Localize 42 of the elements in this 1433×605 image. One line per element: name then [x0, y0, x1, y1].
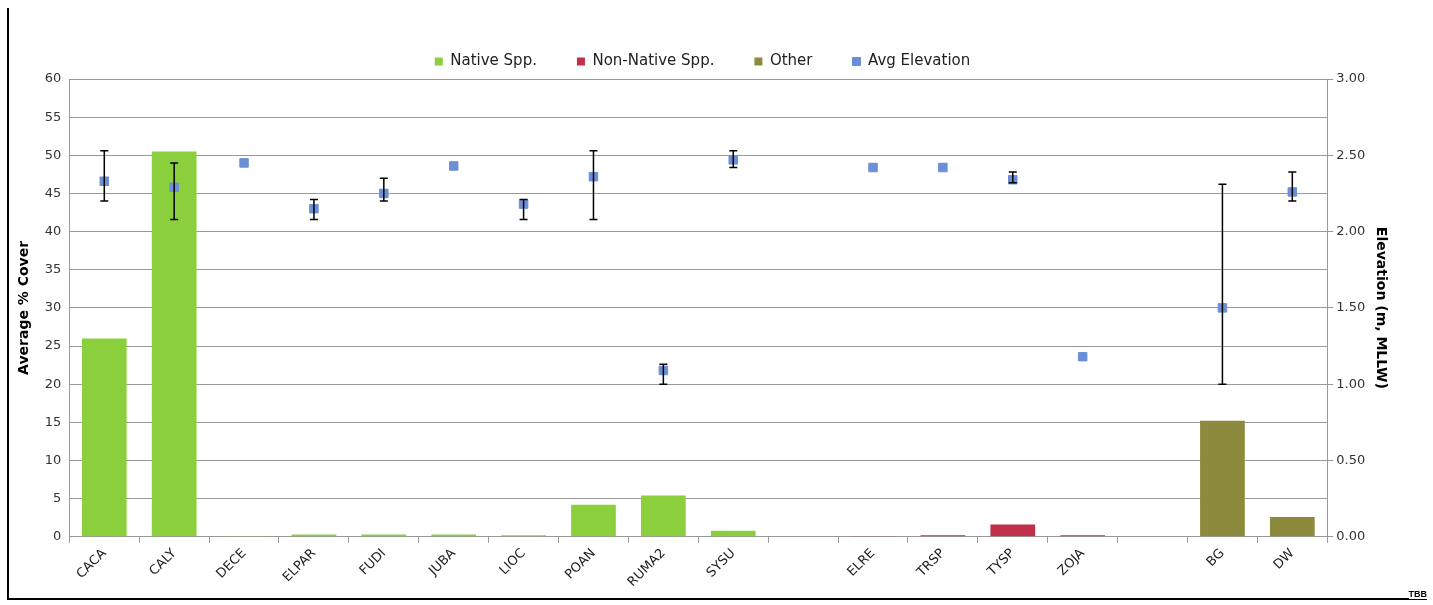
y2-tick-label: 3.00 [1336, 70, 1366, 86]
legend-label: Other [769, 51, 814, 70]
y-axis-title: Average % Cover [15, 240, 32, 375]
point [239, 158, 249, 168]
legend-label: Avg Elevation [868, 51, 971, 70]
y-tick-label: 25 [44, 337, 62, 353]
y-tick-label: 50 [44, 146, 62, 162]
point [868, 162, 878, 173]
y-tick-label: 0 [53, 528, 62, 544]
y-tick-label: 10 [44, 451, 62, 467]
y2-tick-label: 1.00 [1336, 375, 1366, 391]
x-tick-label: BG [1203, 545, 1227, 570]
y-tick-label: 60 [44, 70, 62, 86]
y-tick-label: 45 [44, 184, 62, 200]
text: TBB [1408, 589, 1427, 599]
bar [81, 338, 127, 537]
y2-tick-label: 1.50 [1336, 299, 1366, 315]
point [938, 162, 948, 173]
x-tick-label: DW [1270, 545, 1297, 572]
bar [640, 495, 686, 537]
y-tick-label: 15 [44, 413, 62, 429]
y-tick-label: 5 [53, 490, 62, 506]
bar [990, 524, 1036, 537]
y-tick-label: 55 [44, 108, 62, 124]
y2-tick-label: 0.50 [1336, 451, 1366, 467]
point [448, 161, 459, 171]
bar [710, 530, 756, 537]
legend-label: Non-Native Spp. [592, 51, 715, 70]
y2-axis-title: Elevation (m, MLLW) [1373, 226, 1390, 389]
y-tick-label: 30 [44, 299, 62, 315]
bar [571, 504, 616, 537]
point [1077, 351, 1088, 362]
legend-label: Native Spp. [450, 51, 537, 70]
y2-tick-label: 2.50 [1336, 146, 1366, 162]
y-tick-label: 40 [44, 222, 62, 238]
y-tick-label: 20 [44, 375, 62, 391]
y2-tick-label: 0.00 [1336, 528, 1366, 544]
y2-tick-label: 2.00 [1336, 222, 1366, 238]
bar [1200, 420, 1245, 537]
bar [1269, 516, 1315, 537]
bar [151, 151, 197, 537]
y-tick-label: 35 [44, 261, 62, 277]
